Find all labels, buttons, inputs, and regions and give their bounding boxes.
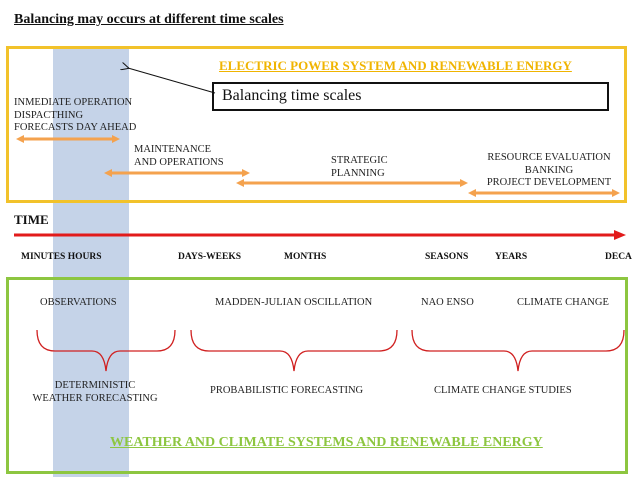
resource-evaluation-label: RESOURCE EVALUATION BANKING PROJECT DEVE… [486,152,612,188]
deterministic-brace [36,329,176,372]
time-axis-arrow [14,230,626,240]
madden-julian-label: MADDEN-JULIAN OSCILLATION [215,297,373,308]
balancing-callout-box: Balancing time scales [212,82,609,111]
immediate-operation-label: INMEDIATE OPERATION DISPACTHING FORECAST… [14,97,137,133]
time-axis-label: TIME [14,212,49,227]
probabilistic-brace [190,329,398,372]
resource-evaluation-arrow [468,189,620,197]
climate-studies-brace [411,329,625,372]
immediate-operation-arrow [16,135,120,143]
probabilistic-forecasting-label: PROBABILISTIC FORECASTING [210,385,364,396]
weather-climate-frame [6,277,628,474]
nao-enso-label: NAO ENSO [421,297,474,308]
power-system-header: ELECTRIC POWER SYSTEM AND RENEWABLE ENER… [219,58,572,73]
maintenance-label: MAINTENANCE AND OPERATIONS [134,144,224,168]
observations-label: OBSERVATIONS [40,297,117,308]
strategic-planning-arrow [236,179,468,187]
scale-seasons: SEASONS [425,252,469,262]
deterministic-forecasting-label: DETERMINISTIC WEATHER FORECASTING [32,380,158,404]
short-timescale-band [53,47,129,477]
power-system-frame [6,46,627,203]
scale-days-weeks: DAYS-WEEKS [178,252,242,262]
weather-climate-header: WEATHER AND CLIMATE SYSTEMS AND RENEWABL… [110,435,543,450]
strategic-planning-label: STRATEGIC PLANNING [331,155,388,179]
maintenance-arrow [104,169,250,177]
callout-pointer-arrow [128,68,216,94]
climate-change-label: CLIMATE CHANGE [517,297,609,308]
scale-minutes-hours: MINUTES HOURS [21,252,102,262]
scale-years: YEARS [495,252,528,262]
climate-change-studies-label: CLIMATE CHANGE STUDIES [434,385,572,396]
page-title: Balancing may occurs at different time s… [14,12,284,27]
scale-decades: DECA [605,252,632,262]
scale-months: MONTHS [284,252,327,262]
